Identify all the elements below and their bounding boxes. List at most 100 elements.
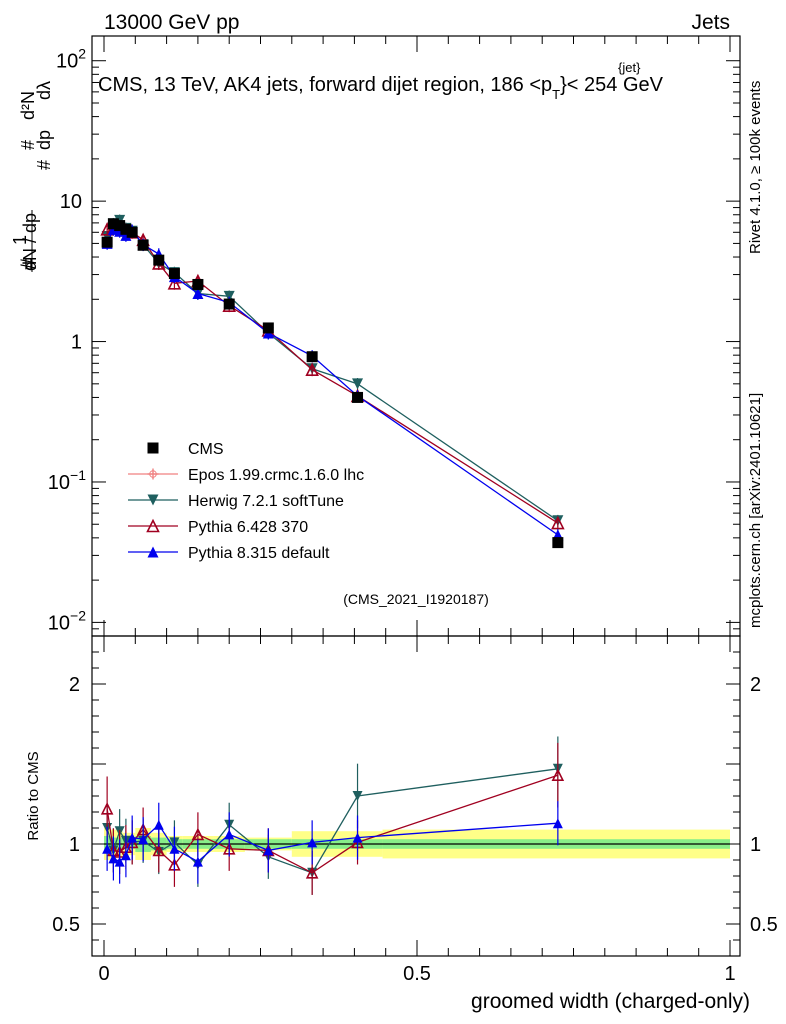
pythia-8-315-default-point: [192, 287, 204, 299]
svg-text:CMS, 13 TeV, AK4 jets, forward: CMS, 13 TeV, AK4 jets, forward dijet reg…: [98, 74, 664, 102]
y-main-tick-label: 102: [56, 46, 86, 73]
cms-point: [126, 226, 138, 238]
herwig-7-2-1-softtune-ratio-point: [352, 791, 363, 801]
y-main-tick-label: 10−1: [48, 467, 86, 494]
pythia-6-428-370-point: [167, 276, 182, 290]
y-main-tick-exponent: −2: [70, 607, 86, 623]
x-tick-label: 1: [724, 963, 735, 985]
pythia-6-428-370-ratio-point: [551, 768, 565, 782]
pythia-8-315-default-ratio-point: [192, 856, 203, 867]
y-main-tick-label: 1: [71, 332, 82, 354]
cms-point: [120, 223, 132, 235]
header-process: Jets: [691, 11, 730, 34]
herwig-7-2-1-softtune-point: [352, 378, 364, 390]
plot-title-tail: }< 254 GeV: [560, 74, 664, 96]
y-main-tick-exponent: −1: [70, 467, 86, 483]
mcplots-label: mcplots.cern.ch [arXiv:2401.10621]: [747, 393, 764, 628]
pythia-8-315-default-ratio-point: [169, 843, 180, 854]
y-ratio-tick-label: 2: [69, 674, 80, 696]
y-axis-label-main: # dN / dp 1 # dp # d²N dλ: [10, 81, 54, 272]
y-ratio-tick-label: 0.5: [52, 914, 80, 936]
y-main-tick-base: 1: [71, 332, 82, 354]
pythia-8-315-default-point: [120, 229, 132, 241]
legend: CMS Epos 1.99.crmc.1.6.0 lhc Herwig 7.2.1 …: [128, 441, 364, 562]
legend-marker-epos-1-99-crmc-1-6-0-lhc-ring: [149, 470, 157, 478]
analysis-id: (CMS_2021_I1920187): [343, 591, 489, 607]
pythia-8-315-default-ratio-point: [108, 853, 119, 864]
legend-marker-pythia-6-428-370: [146, 518, 160, 533]
svg-text:#: #: [34, 160, 54, 170]
pythia-8-315-default-ratio-point: [224, 829, 235, 840]
cms-point: [352, 391, 364, 403]
x-axis-label: groomed width (charged-only): [471, 990, 750, 1013]
cms-point: [114, 220, 126, 232]
plot-title-sup: {jet}: [618, 60, 641, 75]
svg-text:1: 1: [10, 235, 30, 245]
pythia-6-428-370-ratio-point: [100, 802, 114, 815]
pythia-6-428-370-point: [551, 515, 565, 530]
pythia-8-315-default-ratio-point: [114, 856, 125, 867]
cms-point: [168, 268, 180, 280]
pythia-8-315-default-ratio-point: [138, 834, 149, 845]
pythia-8-315-default-ratio-point: [127, 832, 138, 843]
y-ratio-tick-label-right: 1: [750, 834, 761, 856]
svg-text:#: #: [18, 140, 38, 150]
legend-label-cms: CMS: [188, 441, 224, 458]
cms-point: [223, 298, 235, 310]
pythia-8-315-default-ratio-point: [120, 850, 131, 861]
rivet-version-label: Rivet 4.1.0, ≥ 100k events: [747, 81, 764, 254]
y-main-tick-label: 10: [60, 191, 82, 213]
plot-title-sub: T: [552, 87, 560, 102]
cms-point: [262, 322, 274, 334]
pythia-6-428-370-point: [305, 362, 319, 377]
x-tick-label: 0: [98, 963, 109, 985]
plot-title-main: CMS, 13 TeV, AK4 jets, forward dijet reg…: [98, 74, 552, 96]
svg-text:d²N: d²N: [18, 91, 38, 120]
cms-point: [137, 239, 149, 251]
y-main-tick-exponent: 2: [78, 46, 86, 62]
pythia-8-315-default-ratio-point: [102, 843, 113, 854]
y-ratio-tick-label-right: 2: [750, 674, 761, 696]
legend-marker-herwig-7-2-1-softtune: [147, 494, 159, 506]
legend-label-epos-1-99-crmc-1-6-0-lhc: Epos 1.99.crmc.1.6.0 lhc: [188, 467, 364, 484]
y-axis-label-ratio: Ratio to CMS: [25, 751, 42, 840]
pythia-6-428-370-ratio-point: [152, 843, 166, 857]
cms-point: [153, 254, 165, 266]
legend-marker-epos-1-99-crmc-1-6-0-lhc: [147, 468, 159, 480]
legend-marker-pythia-8-315-default: [147, 546, 159, 558]
pythia-8-315-default-ratio-point: [552, 818, 563, 829]
x-tick-label: 0.5: [403, 963, 431, 985]
legend-label-herwig-7-2-1-softtune: Herwig 7.2.1 softTune: [188, 493, 344, 510]
y-ratio-tick-label: 1: [69, 834, 80, 856]
y-ratio-tick-label-right: 0.5: [750, 914, 778, 936]
cms-point: [101, 236, 113, 248]
cms-point: [306, 351, 318, 363]
pythia-6-428-370-ratio-point: [305, 866, 319, 879]
pythia-8-315-default-ratio-point: [153, 819, 164, 830]
pythia-8-315-default-ratio-point: [352, 832, 363, 843]
cms-point: [107, 218, 119, 230]
cms-point: [192, 278, 204, 290]
svg-text:dN / dp: dN / dp: [20, 213, 40, 271]
svg-text:dp: dp: [34, 130, 54, 150]
ratio-plot-frame: [91, 635, 741, 957]
y-main-tick-base: 10: [60, 191, 82, 213]
svg-text:dλ: dλ: [34, 81, 54, 100]
header-energy: 13000 GeV pp: [104, 11, 239, 34]
legend-label-pythia-6-428-370: Pythia 6.428 370: [188, 519, 308, 536]
plot-title: CMS, 13 TeV, AK4 jets, forward dijet reg…: [98, 60, 664, 102]
y-main-tick-base: 10: [48, 612, 70, 634]
herwig-7-2-1-softtune-point: [223, 290, 235, 302]
legend-marker-cms: [147, 442, 159, 454]
cms-point: [552, 537, 564, 549]
y-main-tick-label: 10−2: [48, 607, 86, 634]
pythia-8-315-default-ratio-point: [307, 837, 318, 848]
legend-label-pythia-8-315-default: Pythia 8.315 default: [188, 545, 330, 562]
y-main-tick-base: 10: [56, 51, 78, 73]
pythia-8-315-default-ratio-point: [263, 845, 274, 856]
pythia-8-315-default-point: [107, 223, 119, 235]
svg-text:#: #: [16, 257, 41, 270]
y-main-tick-base: 10: [48, 472, 70, 494]
pythia-6-428-370-ratio-point: [191, 827, 205, 841]
